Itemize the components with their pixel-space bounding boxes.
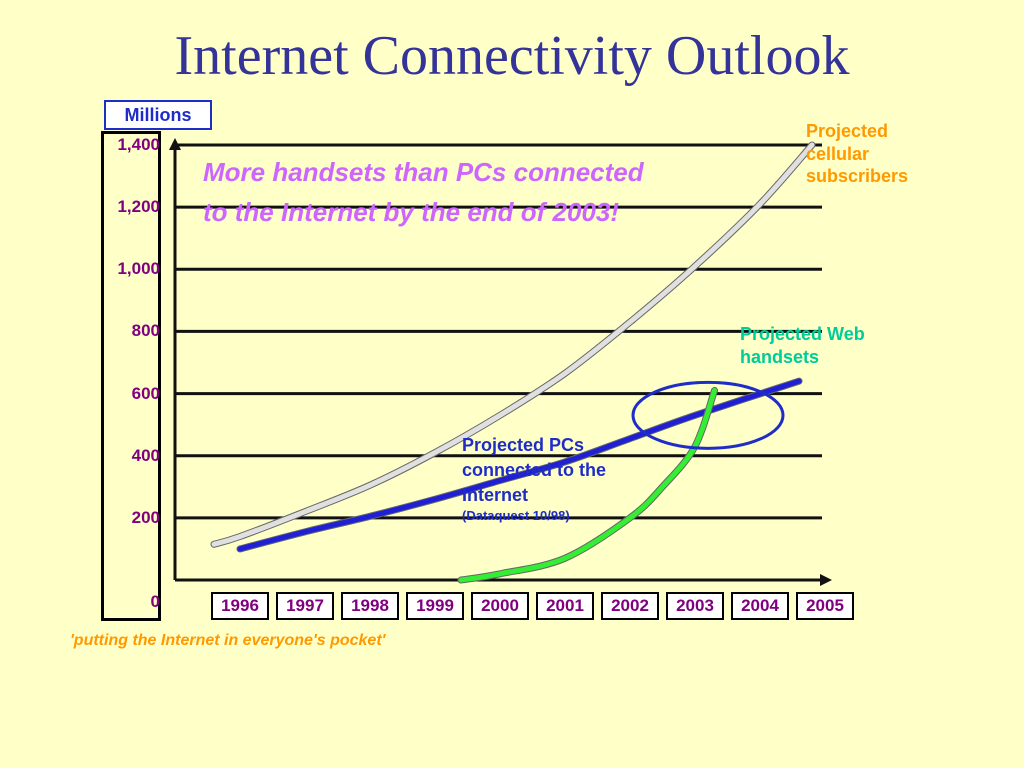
cellular-series-label: Projected cellular subscribers [806,120,936,188]
pc-series-label-text: Projected PCs connected to the Internet [462,435,607,506]
y-axis-box [101,131,161,621]
x-tick-label: 2001 [536,592,594,620]
y-tick-label: 200 [131,507,160,527]
y-tick-label: 400 [131,445,160,465]
x-tick-label: 2004 [731,592,789,620]
pc-connected-line [237,378,802,552]
pc-series-source: (Dataquest 10/98) [462,507,570,523]
web-handsets-series-label: Projected Web handsets [740,323,910,368]
pc-series-label: Projected PCs connected to the Internet … [462,433,622,523]
x-tick-label: 2000 [471,592,529,620]
crossover-highlight-ellipse [631,380,785,450]
x-tick-label: 1999 [406,592,464,620]
x-tick-label: 1998 [341,592,399,620]
slide-title: Internet Connectivity Outlook [174,25,850,87]
x-tick-label: 2005 [796,592,854,620]
y-tick-label: 800 [131,321,160,341]
y-axis-arrow-icon [169,138,181,150]
x-tick-label: 2002 [601,592,659,620]
x-axis-arrow-icon [820,574,832,586]
chart-callout: More handsets than PCs connected to the … [203,157,644,228]
slide-tagline: 'putting the Internet in everyone's pock… [70,632,386,649]
x-tick-label: 1996 [211,592,269,620]
y-tick-label: 1,200 [117,197,160,217]
x-tick-label: 2003 [666,592,724,620]
y-tick-label: 600 [131,383,160,403]
y-tick-label: 1,000 [117,259,160,279]
y-tick-label: 0 [150,592,160,611]
web-handsets-series-label-text: Projected Web handsets [740,324,865,367]
x-tick-label: 1997 [276,592,334,620]
y-tick-label: 1,400 [117,135,160,154]
cellular-series-label-text: Projected cellular subscribers [806,121,909,186]
y-axis-unit-label: Millions [104,100,212,130]
cellular-subscribers-line [211,142,815,547]
